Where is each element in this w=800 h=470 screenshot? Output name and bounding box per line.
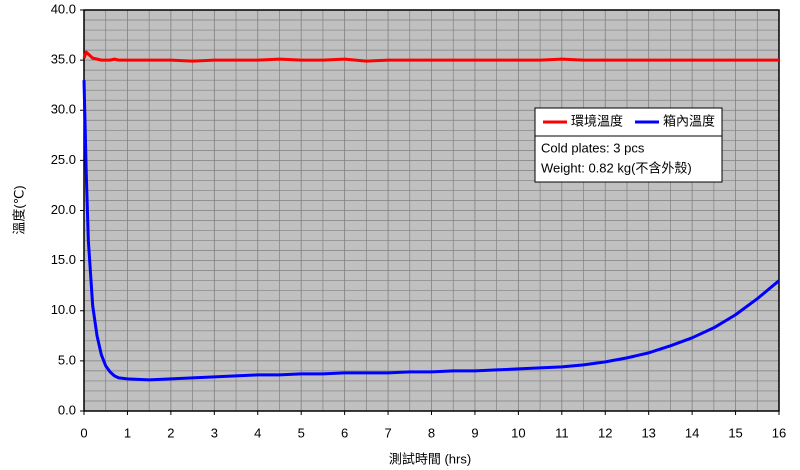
x-tick-label: 14 — [685, 425, 699, 440]
legend-label: 環境溫度 — [571, 113, 623, 128]
x-tick-label: 1 — [124, 425, 131, 440]
x-tick-label: 3 — [211, 425, 218, 440]
y-tick-label: 15.0 — [51, 252, 76, 267]
x-tick-label: 6 — [341, 425, 348, 440]
x-tick-label: 7 — [384, 425, 391, 440]
y-tick-label: 30.0 — [51, 102, 76, 117]
annotation-box — [534, 135, 723, 183]
y-tick-label: 40.0 — [51, 1, 76, 16]
y-axis-label: 溫度(℃) — [11, 185, 26, 234]
x-tick-label: 10 — [511, 425, 525, 440]
y-tick-label: 25.0 — [51, 152, 76, 167]
y-tick-label: 35.0 — [51, 52, 76, 67]
x-tick-label: 12 — [598, 425, 612, 440]
x-tick-label: 11 — [555, 425, 569, 440]
x-tick-label: 16 — [772, 425, 786, 440]
plot-border — [83, 9, 780, 412]
y-tick-label: 10.0 — [51, 302, 76, 317]
x-tick-label: 8 — [428, 425, 435, 440]
x-tick-label: 15 — [728, 425, 742, 440]
x-tick-label: 9 — [471, 425, 478, 440]
y-tick-label: 0.0 — [58, 402, 76, 417]
annotation: Cold plates: 3 pcs — [541, 140, 645, 155]
x-tick-label: 4 — [254, 425, 261, 440]
x-tick-label: 5 — [298, 425, 305, 440]
series-line — [82, 50, 779, 63]
x-axis-label: 測試時間 (hrs) — [389, 451, 471, 466]
y-tick-label: 20.0 — [51, 202, 76, 217]
series-line — [82, 80, 780, 382]
annotation: Weight: 0.82 kg(不含外殼) — [541, 160, 692, 175]
x-tick-label: 2 — [167, 425, 174, 440]
legend-label: 箱內溫度 — [663, 113, 715, 128]
x-tick-label: 0 — [80, 425, 87, 440]
x-tick-label: 13 — [641, 425, 655, 440]
y-tick-label: 5.0 — [58, 352, 76, 367]
